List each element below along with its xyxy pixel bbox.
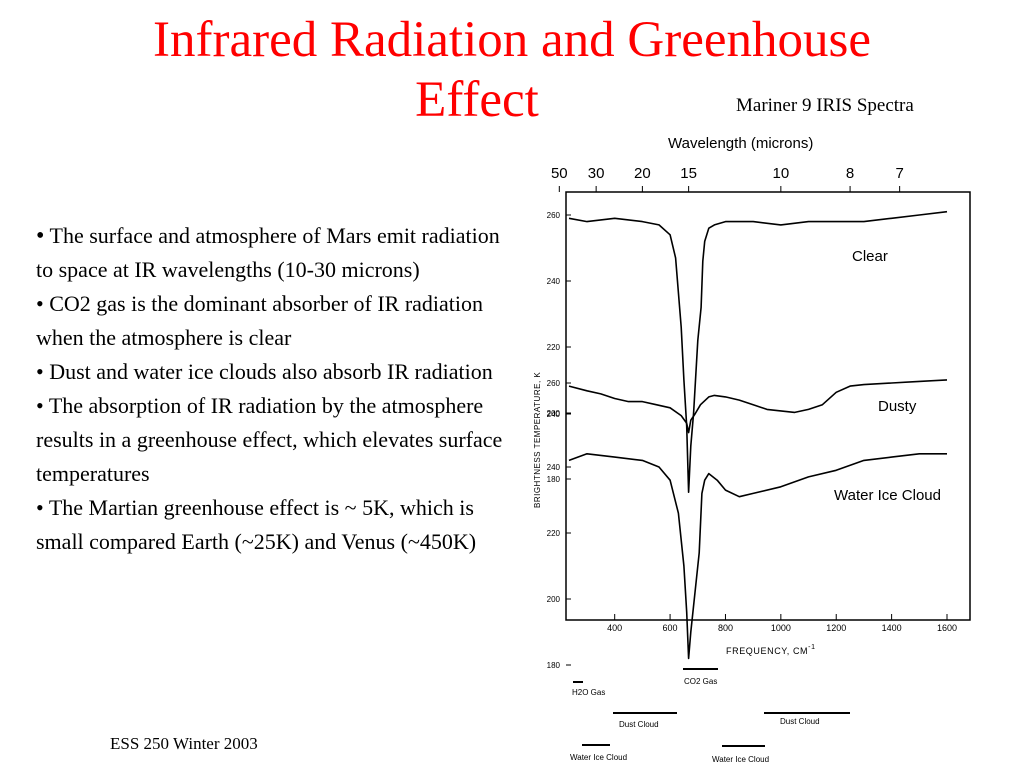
x-tick-label: 800 (718, 623, 733, 633)
top-tick-label: 8 (846, 165, 854, 182)
legend-label-water-ice-cloud-2: Water Ice Cloud (712, 755, 769, 764)
bullet-list: • The surface and atmosphere of Mars emi… (36, 219, 516, 559)
bullet-text: The Martian greenhouse effect is ~ 5K, w… (36, 495, 477, 554)
y-tick-label: 260 (547, 211, 561, 220)
series-label-clear: Clear (852, 248, 888, 265)
x-tick-label: 1200 (826, 623, 846, 633)
legend-label-dust-cloud-1: Dust Cloud (619, 720, 659, 729)
x-tick-label: 600 (663, 623, 678, 633)
footer-course-label: ESS 250 Winter 2003 (110, 734, 258, 753)
bullet-item: • Dust and water ice clouds also absorb … (36, 355, 516, 389)
y-tick-label: 220 (547, 529, 561, 538)
bullet-text: The surface and atmosphere of Mars emit … (36, 223, 500, 282)
spectra-series (568, 210, 948, 660)
slide-title-line-1: Infrared Radiation and Greenhouse (153, 12, 871, 68)
series-line-water-ice-cloud (568, 453, 947, 660)
series-line-clear (568, 210, 948, 493)
y-tick-label: 260 (547, 379, 561, 388)
bullet-symbol: • (36, 359, 44, 384)
bullet-symbol: • (36, 223, 45, 249)
absorption-legend: CO2 Gas H2O Gas Dust Cloud Dust Cloud Wa… (570, 668, 850, 764)
series-label-water-ice-cloud: Water Ice Cloud (834, 487, 941, 504)
legend-label-h2o-gas: H2O Gas (572, 688, 605, 697)
legend-label-dust-cloud-2: Dust Cloud (780, 717, 820, 726)
slide-title-line-2: Effect (415, 72, 539, 128)
x-axis-ticks: 400 600 800 1000 1200 1400 1600 (607, 614, 957, 633)
x-axis-label-text: FREQUENCY, CM (726, 646, 808, 656)
series-label-dusty: Dusty (878, 398, 917, 415)
x-axis-label: FREQUENCY, CM-1 (726, 644, 816, 656)
y-tick-label: 220 (547, 343, 561, 352)
slide-title: Infrared Radiation and Greenhouse Effect (0, 10, 1024, 130)
top-axis-label: Wavelength (microns) (668, 135, 813, 152)
top-tick-label: 50 (551, 165, 568, 182)
y-axis-label: BRIGHTNESS TEMPERATURE, K (533, 372, 542, 508)
bullet-text: CO2 gas is the dominant absorber of IR r… (36, 291, 484, 350)
x-tick-label: 400 (607, 623, 622, 633)
iris-spectra-chart: Wavelength (microns) 50 30 20 15 10 8 7 BRIGHT… (533, 135, 971, 764)
bullet-symbol: • (36, 291, 44, 316)
bullet-item: • The Martian greenhouse effect is ~ 5K,… (36, 491, 516, 559)
x-tick-label: 1600 (937, 623, 957, 633)
top-tick-label: 15 (680, 165, 697, 182)
chart-caption: Mariner 9 IRIS Spectra (736, 95, 914, 116)
y-tick-label: 240 (547, 410, 561, 419)
y-tick-label: 240 (547, 277, 561, 286)
x-tick-label: 1400 (882, 623, 902, 633)
y-tick-label: 180 (547, 475, 561, 484)
series-line-dusty (568, 379, 948, 434)
plot-frame (565, 191, 971, 621)
x-tick-label: 1000 (771, 623, 791, 633)
top-tick-label: 20 (634, 165, 651, 182)
x-axis-label-exponent: -1 (808, 644, 815, 651)
bullet-text: Dust and water ice clouds also absorb IR… (49, 359, 493, 384)
bullet-item: • CO2 gas is the dominant absorber of IR… (36, 287, 516, 355)
bullet-text: The absorption of IR radiation by the at… (36, 393, 503, 486)
bullet-item: • The absorption of IR radiation by the … (36, 389, 516, 491)
top-tick-label: 7 (895, 165, 903, 182)
y-tick-label: 200 (547, 409, 561, 418)
y-tick-label: 200 (547, 595, 561, 604)
bullet-symbol: • (36, 393, 44, 418)
top-axis-ticks: 50 30 20 15 10 8 7 (551, 165, 904, 192)
legend-label-co2-gas: CO2 Gas (684, 677, 717, 686)
top-tick-label: 10 (773, 165, 790, 182)
bullet-item: • The surface and atmosphere of Mars emi… (36, 219, 516, 287)
bullet-symbol: • (36, 495, 44, 520)
y-tick-label: 180 (547, 661, 561, 670)
y-tick-label: 240 (547, 463, 561, 472)
y-axis-ticks: 260 240 220 200 180 260 240 240 220 200 180 (547, 211, 571, 670)
legend-label-water-ice-cloud-1: Water Ice Cloud (570, 753, 627, 762)
top-tick-label: 30 (588, 165, 605, 182)
